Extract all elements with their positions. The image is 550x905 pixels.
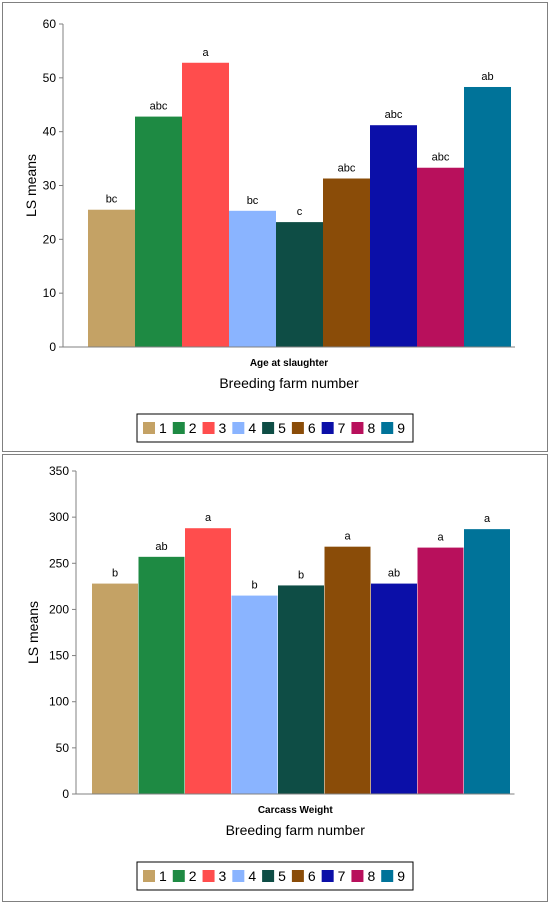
age-legend-label-8: 8 xyxy=(367,420,375,436)
carcass-bar-5 xyxy=(278,585,324,794)
age-y-tick-label: 40 xyxy=(43,125,57,139)
age-bar-label-3: a xyxy=(202,47,209,59)
age-legend-label-5: 5 xyxy=(278,420,286,436)
age-bar-1 xyxy=(88,209,135,347)
carcass-legend-swatch-6 xyxy=(291,870,304,882)
age-legend-label-1: 1 xyxy=(159,420,167,436)
age-bar-4 xyxy=(229,210,276,347)
age-legend-swatch-6 xyxy=(291,422,304,434)
carcass-bar-label-8: a xyxy=(437,532,444,544)
age-legend-label-6: 6 xyxy=(308,420,316,436)
age-legend-swatch-7 xyxy=(321,422,334,434)
carcass-legend-label-7: 7 xyxy=(338,868,346,884)
carcass-legend-label-5: 5 xyxy=(278,868,286,884)
carcass-y-tick-label: 250 xyxy=(49,556,69,570)
age-bar-9 xyxy=(464,86,511,348)
carcass-bar-1 xyxy=(92,583,138,794)
age-x-axis-label: Breeding farm number xyxy=(219,375,359,391)
carcass-legend-swatch-9 xyxy=(381,870,394,882)
age-bar-label-2: abc xyxy=(150,101,168,113)
carcass-bar-label-7: ab xyxy=(388,568,400,580)
age-y-tick-label: 0 xyxy=(49,340,56,354)
carcass-bar-label-1: b xyxy=(112,568,118,580)
age-bar-8 xyxy=(417,167,464,347)
age-bar-5 xyxy=(276,222,323,347)
carcass-y-tick-label: 350 xyxy=(49,464,69,478)
carcass-bar-2 xyxy=(138,556,185,794)
age-legend-label-3: 3 xyxy=(219,420,227,436)
age-y-tick-label: 60 xyxy=(43,17,57,31)
age-y-tick-label: 30 xyxy=(43,179,57,193)
carcass-bar-8 xyxy=(417,547,464,794)
age-legend-label-2: 2 xyxy=(189,420,197,436)
age-bar-label-9: ab xyxy=(481,71,493,83)
age-bar-6 xyxy=(323,178,370,347)
carcass-legend-swatch-2 xyxy=(172,870,185,882)
age-subtitle: Age at slaughter xyxy=(250,358,328,369)
carcass-legend-label-1: 1 xyxy=(159,868,167,884)
carcass-bar-label-3: a xyxy=(205,512,212,524)
age-bar-2 xyxy=(135,116,182,348)
age-legend-swatch-8 xyxy=(351,422,364,434)
age-bar-label-1: bc xyxy=(106,194,118,206)
carcass-bar-6 xyxy=(324,546,371,794)
carcass-legend-swatch-1 xyxy=(143,870,155,882)
age-legend-swatch-2 xyxy=(172,422,185,434)
carcass-y-tick-label: 50 xyxy=(56,741,70,755)
carcass-bar-label-5: b xyxy=(298,569,304,581)
carcass-legend-swatch-8 xyxy=(351,870,364,882)
age-y-tick-label: 10 xyxy=(43,286,57,300)
age-legend-label-4: 4 xyxy=(248,420,256,436)
age-legend-swatch-9 xyxy=(381,422,394,434)
carcass-legend-label-9: 9 xyxy=(397,868,405,884)
age-legend-swatch-4 xyxy=(232,422,245,434)
age-bar-label-4: bc xyxy=(247,195,259,207)
carcass-bar-label-6: a xyxy=(344,531,351,543)
carcass-bar-label-4: b xyxy=(251,580,257,592)
age-legend-swatch-1 xyxy=(143,422,155,434)
age-bar-3 xyxy=(182,62,229,347)
carcass-legend-swatch-4 xyxy=(232,870,245,882)
age-bar-label-7: abc xyxy=(385,109,403,121)
carcass-legend-swatch-5 xyxy=(262,870,275,882)
age-legend-label-7: 7 xyxy=(338,420,346,436)
age-bar-label-8: abc xyxy=(432,152,450,164)
age-legend-swatch-5 xyxy=(262,422,275,434)
age-y-axis-label: LS means xyxy=(23,154,39,217)
age-bar-label-6: abc xyxy=(338,163,356,175)
carcass-legend-swatch-7 xyxy=(321,870,334,882)
carcass-legend-label-8: 8 xyxy=(367,868,375,884)
carcass-y-tick-label: 100 xyxy=(49,695,69,709)
carcass-legend-swatch-3 xyxy=(202,870,215,882)
carcass-legend-label-2: 2 xyxy=(189,868,197,884)
carcass-bar-label-9: a xyxy=(484,513,491,525)
age-y-tick-label: 50 xyxy=(43,71,57,85)
carcass-bar-label-2: ab xyxy=(155,541,167,553)
carcass-y-tick-label: 300 xyxy=(49,510,69,524)
carcass-y-tick-label: 150 xyxy=(49,649,69,663)
carcass-legend-label-6: 6 xyxy=(308,868,316,884)
carcass-legend-label-4: 4 xyxy=(248,868,256,884)
age-bar-7 xyxy=(370,125,417,347)
age-y-tick-label: 20 xyxy=(43,232,57,246)
carcass-y-axis-label: LS means xyxy=(25,601,41,664)
age-legend-swatch-3 xyxy=(202,422,215,434)
carcass-bar-4 xyxy=(231,595,278,794)
carcass-x-axis-label: Breeding farm number xyxy=(226,822,366,838)
carcass-bar-9 xyxy=(464,529,510,794)
carcass-bar-3 xyxy=(185,528,231,794)
age-bar-label-5: c xyxy=(297,206,303,218)
carcass-y-tick-label: 200 xyxy=(49,602,69,616)
carcass-subtitle: Carcass Weight xyxy=(258,805,334,816)
carcass-y-tick-label: 0 xyxy=(62,787,69,801)
age-legend-label-9: 9 xyxy=(397,420,405,436)
carcass-bar-7 xyxy=(371,583,417,794)
carcass-legend-label-3: 3 xyxy=(219,868,227,884)
